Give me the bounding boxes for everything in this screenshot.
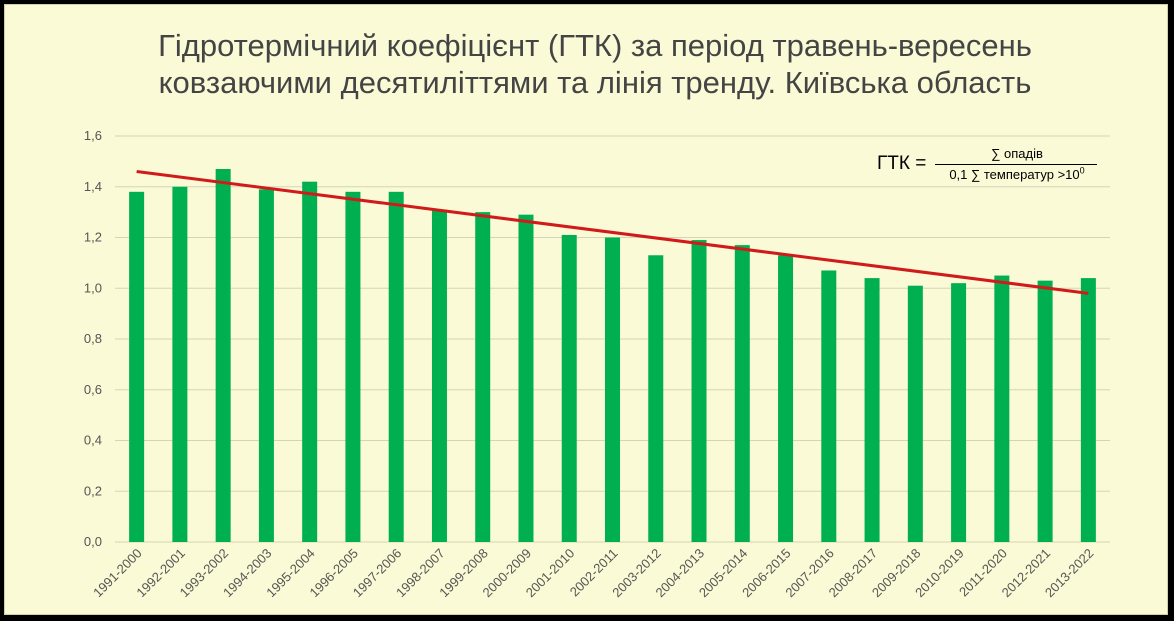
bar <box>345 191 361 542</box>
bar <box>129 191 145 542</box>
bar <box>605 237 620 542</box>
y-axis-labels: 0,0 0,2 0,4 0,6 0,8 1,0 1,2 1,4 1,6 <box>84 128 102 549</box>
bars <box>129 168 1096 543</box>
x-axis-labels: 1991-20001992-20011993-20021994-20031995… <box>90 546 1096 601</box>
chart-title-line-1: Гідротермічний коефіцієнт (ГТК) за періо… <box>158 28 1032 63</box>
y-tick-label: 1,2 <box>84 230 102 245</box>
bar <box>691 240 707 542</box>
bar <box>994 275 1010 542</box>
chart-title: Гідротермічний коефіцієнт (ГТК) за періо… <box>0 27 1174 101</box>
bar <box>907 285 923 542</box>
formula-denominator-sup: 0 <box>1079 165 1085 176</box>
bar <box>302 181 318 543</box>
formula-lhs: ГТК = <box>877 153 927 174</box>
bar <box>388 191 404 542</box>
trendline-group <box>136 170 1089 295</box>
bar <box>821 270 837 542</box>
formula-denominator-text: 0,1 ∑ температур >10 <box>949 167 1080 182</box>
bar <box>778 255 794 542</box>
y-tick-label: 0,0 <box>84 534 102 549</box>
y-tick-label: 0,8 <box>84 331 102 346</box>
y-tick-label: 0,4 <box>84 433 102 448</box>
bar <box>518 214 534 542</box>
y-tick-label: 1,6 <box>84 128 102 143</box>
bar <box>172 186 188 542</box>
formula-denominator: 0,1 ∑ температур >100 <box>937 165 1097 182</box>
chart-frame <box>4 4 1168 615</box>
bar <box>864 278 880 542</box>
y-tick-label: 0,6 <box>84 382 102 397</box>
trendline <box>136 170 1089 295</box>
bar <box>1080 278 1096 542</box>
bar <box>475 212 491 542</box>
formula-fraction-bar <box>935 164 1097 165</box>
bar <box>734 245 750 543</box>
y-tick-label: 1,4 <box>84 179 102 194</box>
bar <box>215 168 231 543</box>
y-tick-label: 1,0 <box>84 280 102 295</box>
bar <box>431 209 447 542</box>
y-tick-label: 0,2 <box>84 483 102 498</box>
bar <box>951 283 967 542</box>
bar <box>1037 280 1053 542</box>
formula-numerator: ∑ опадів <box>991 146 1043 161</box>
bar <box>258 189 274 542</box>
bar <box>648 255 664 542</box>
bar <box>561 234 577 542</box>
chart-title-line-2: ковзаючими десятиліттями та лінія тренду… <box>158 65 1032 100</box>
